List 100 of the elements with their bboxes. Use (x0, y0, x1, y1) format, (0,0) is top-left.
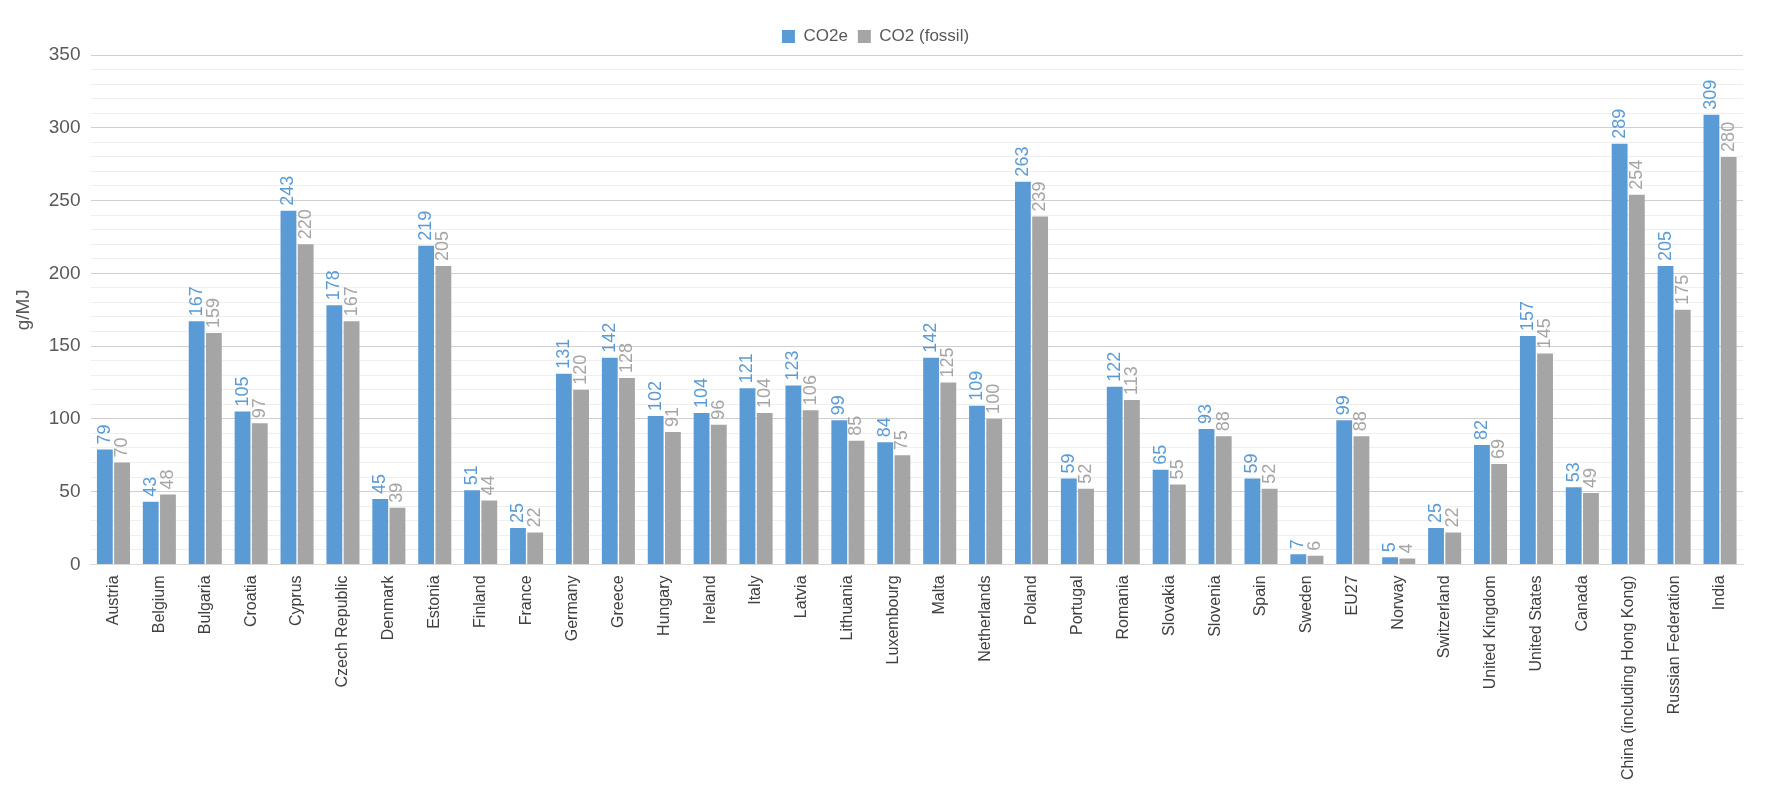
bar (1703, 114, 1720, 564)
data-label: 220 (294, 209, 315, 240)
x-tick-label: Latvia (792, 575, 810, 619)
bar (1382, 557, 1399, 564)
y-tick-label: 0 (69, 552, 81, 574)
x-tick-label: Ireland (700, 575, 718, 625)
bar (481, 500, 498, 564)
y-axis-title: g/MJ (11, 289, 33, 331)
bar (1290, 554, 1307, 564)
x-tick-label: Austria (103, 575, 121, 626)
bar (234, 411, 251, 564)
bar (1720, 156, 1737, 564)
data-label: 109 (965, 370, 986, 401)
bar (756, 413, 773, 564)
data-label: 145 (1534, 318, 1555, 349)
y-tick-label: 150 (48, 334, 81, 356)
x-tick-label: Russian Federation (1664, 575, 1682, 715)
bar (739, 388, 756, 564)
bar (1078, 488, 1094, 564)
bar (142, 501, 159, 564)
data-label: 99 (828, 395, 849, 416)
data-label: 70 (111, 437, 132, 458)
x-tick-label: Finland (471, 575, 489, 628)
bar (527, 532, 544, 564)
x-tick-label: United States (1526, 575, 1544, 672)
bar (389, 507, 406, 564)
bar (1198, 429, 1215, 564)
x-tick-label: Spain (1251, 575, 1269, 617)
bar (923, 357, 940, 564)
y-tick-label: 100 (48, 407, 81, 429)
bar (831, 420, 848, 564)
x-tick-label: Lithuania (838, 575, 856, 641)
bar (710, 424, 727, 564)
x-tick-label: Romania (1113, 575, 1131, 640)
bar (435, 266, 452, 564)
data-label: 69 (1488, 438, 1509, 459)
x-tick-label: Italy (746, 575, 764, 605)
bar (802, 410, 819, 564)
bar (464, 490, 480, 564)
bar (894, 455, 911, 564)
legend-label: CO2 (fossil) (879, 26, 970, 46)
bar (969, 405, 985, 564)
data-label: 309 (1700, 79, 1721, 110)
data-label: 82 (1470, 420, 1491, 441)
bar (693, 413, 710, 564)
bar (1244, 478, 1261, 564)
bar (1474, 445, 1490, 564)
bar (326, 305, 343, 564)
bar (1353, 436, 1370, 564)
data-label: 243 (277, 175, 298, 206)
x-tick-label: France (516, 575, 534, 626)
bar (619, 378, 635, 564)
bar (96, 449, 113, 564)
legend-label: CO2e (803, 26, 848, 46)
bar (555, 373, 572, 564)
bar (372, 498, 389, 564)
bar (1657, 266, 1674, 564)
data-label: 280 (1717, 121, 1738, 152)
bar (343, 321, 360, 564)
bar (297, 244, 314, 564)
bar (664, 431, 681, 564)
bar (1628, 194, 1645, 564)
bar (1307, 555, 1324, 564)
bar (1537, 353, 1553, 564)
bar (1428, 528, 1444, 564)
bar (601, 357, 618, 564)
x-tick-label: Bulgaria (195, 575, 213, 635)
bar (1491, 464, 1508, 564)
x-tick-label: Luxembourg (884, 575, 902, 665)
x-tick-label: Czech Republic (333, 575, 351, 688)
x-tick-label: Poland (1021, 575, 1039, 626)
x-tick-label: Belgium (149, 575, 167, 634)
x-tick-label: Croatia (241, 575, 259, 628)
data-label: 254 (1625, 159, 1646, 190)
y-tick-label: 300 (48, 116, 81, 138)
bar (848, 440, 865, 564)
y-tick-label: 200 (48, 261, 81, 283)
x-tick-label: India (1710, 575, 1728, 611)
x-tick-label: Hungary (654, 575, 672, 636)
bar (1032, 216, 1049, 564)
bar (1565, 487, 1582, 564)
x-tick-label: United Kingdom (1480, 575, 1498, 690)
bar (1014, 181, 1031, 564)
bar (1124, 399, 1140, 564)
x-tick-label: Sweden (1297, 575, 1315, 634)
bar (1611, 143, 1628, 564)
x-tick-label: EU27 (1343, 575, 1361, 616)
x-tick-label: Switzerland (1435, 575, 1453, 659)
bar (280, 210, 297, 564)
x-tick-label: Slovakia (1159, 575, 1177, 636)
data-label: 22 (1442, 507, 1463, 528)
x-tick-label: Germany (562, 575, 580, 642)
bar (877, 442, 894, 564)
bar (986, 418, 1003, 564)
bar (573, 389, 590, 564)
data-label: 100 (983, 383, 1004, 414)
bar (647, 415, 664, 564)
bar (160, 494, 176, 564)
bar (114, 462, 130, 564)
data-label: 131 (552, 338, 573, 369)
